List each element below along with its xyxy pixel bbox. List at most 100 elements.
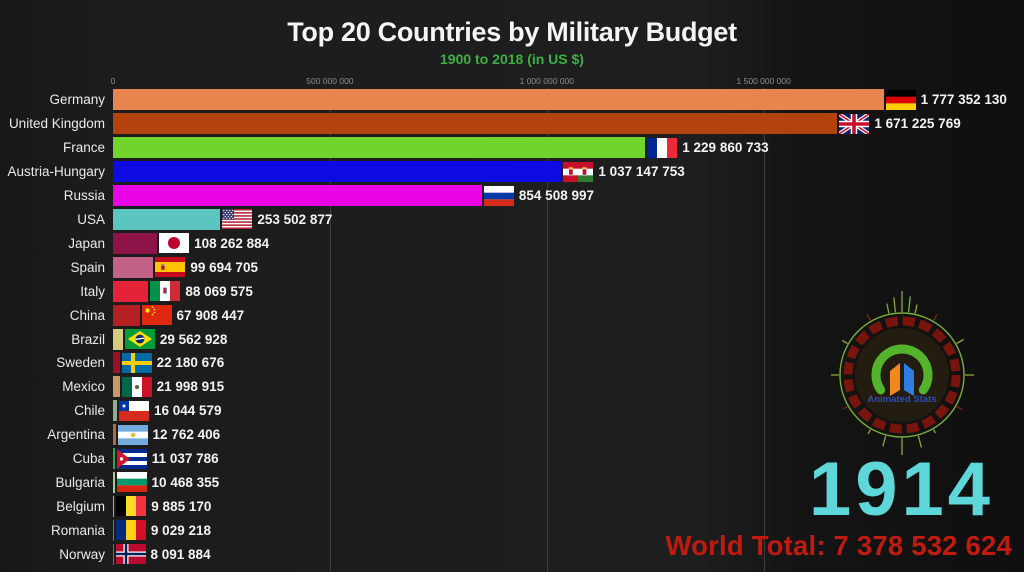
bar-row-norway: Norway 8 091 884 xyxy=(0,542,1024,566)
bar-track: 253 502 877 xyxy=(110,208,1024,230)
bar-row-japan: Japan 108 262 884 xyxy=(0,231,1024,255)
logo-swoosh xyxy=(871,344,933,395)
sweden-flag-icon xyxy=(122,353,152,373)
logo-orange-panel xyxy=(890,363,900,396)
germany-flag-icon xyxy=(886,90,916,110)
bar-track: 8 091 884 xyxy=(110,543,1024,565)
bar-value: 16 044 579 xyxy=(153,403,222,419)
bar-row-sweden: Sweden 22 180 676 xyxy=(0,351,1024,375)
country-label: Argentina xyxy=(47,427,105,443)
bar-track: 9 885 170 xyxy=(110,495,1024,517)
country-label: Brazil xyxy=(71,331,105,347)
bar-value: 1 229 860 733 xyxy=(682,140,769,156)
bar xyxy=(113,424,116,446)
bar-track: 1 229 860 733 xyxy=(110,137,1024,159)
country-label: Austria-Hungary xyxy=(7,164,105,180)
bar xyxy=(113,519,114,541)
bar-value: 67 908 447 xyxy=(176,307,245,323)
chile-flag-icon xyxy=(119,401,149,421)
axis-tick-label: 0 xyxy=(110,76,116,86)
italy-flag-icon xyxy=(150,281,180,301)
bar-row-russia: Russia 854 508 997 xyxy=(0,184,1024,208)
bar xyxy=(113,543,114,565)
bar-row-austria-hungary: Austria-Hungary 1 037 147 753 xyxy=(0,160,1024,184)
bar-track: 99 694 705 xyxy=(110,256,1024,278)
romania-flag-icon xyxy=(116,520,146,540)
bar-row-usa: USA 253 502 877 xyxy=(0,208,1024,232)
bar-value: 21 998 915 xyxy=(156,379,225,395)
bar-row-argentina: Argentina 12 762 406 xyxy=(0,423,1024,447)
bar xyxy=(113,185,482,207)
bar xyxy=(113,400,117,422)
bar-value: 1 671 225 769 xyxy=(874,116,961,132)
bar-value: 8 091 884 xyxy=(150,546,211,562)
world-total: World Total: 7 378 532 624 xyxy=(665,530,1012,561)
bar xyxy=(113,376,120,398)
bar-track: 16 044 579 xyxy=(110,400,1024,422)
bar-value: 12 762 406 xyxy=(152,427,221,443)
chart-subtitle: 1900 to 2018 (in US $) xyxy=(440,51,584,67)
animated-stats-logo: Animated Stats xyxy=(831,291,974,455)
bar-row-cuba: Cuba 11 037 786 xyxy=(0,447,1024,471)
bar xyxy=(113,328,123,350)
axis-tick-label: 1 000 000 000 xyxy=(519,76,574,86)
bar xyxy=(113,448,115,470)
logo-spikes-decoration xyxy=(831,291,974,455)
bar xyxy=(113,352,120,374)
country-label: USA xyxy=(77,211,105,227)
country-label: Belgium xyxy=(56,498,105,514)
bar-value: 9 885 170 xyxy=(151,498,212,514)
bar xyxy=(113,304,140,326)
bar-rows: Germany 1 777 352 130 United Kingdom 1 671 … xyxy=(0,88,1024,566)
belgium-flag-icon xyxy=(116,496,146,516)
watermark-text: Animated Stats xyxy=(867,394,936,405)
bulgaria-flag-icon xyxy=(117,472,147,492)
bar-value: 22 180 676 xyxy=(156,355,225,371)
usa-flag-icon xyxy=(222,209,252,229)
norway-flag-icon xyxy=(116,544,146,564)
bar-row-germany: Germany 1 777 352 130 xyxy=(0,88,1024,112)
bar xyxy=(113,256,154,278)
japan-flag-icon xyxy=(159,233,189,253)
bar-track: 9 029 218 xyxy=(110,519,1024,541)
brazil-flag-icon xyxy=(125,329,155,349)
bar-row-belgium: Belgium 9 885 170 xyxy=(0,494,1024,518)
country-label: Bulgaria xyxy=(55,474,105,490)
bar-value: 253 502 877 xyxy=(257,211,333,227)
russia-flag-icon xyxy=(484,186,514,206)
bar-value: 99 694 705 xyxy=(190,259,258,275)
country-label: China xyxy=(69,307,105,323)
bar-value: 854 508 997 xyxy=(518,188,594,204)
country-label: Japan xyxy=(68,235,105,251)
united-kingdom-flag-icon xyxy=(839,114,869,134)
bar-row-spain: Spain 99 694 705 xyxy=(0,255,1024,279)
bar-row-italy: Italy 88 069 575 xyxy=(0,279,1024,303)
country-label: Romania xyxy=(50,522,105,538)
bar-value: 11 037 786 xyxy=(151,451,219,467)
bar-row-chile: Chile 16 044 579 xyxy=(0,399,1024,423)
france-flag-icon xyxy=(647,138,677,158)
bar-value: 108 262 884 xyxy=(194,235,270,251)
bar-row-united-kingdom: United Kingdom 1 671 225 769 xyxy=(0,112,1024,136)
country-label: Cuba xyxy=(72,451,105,467)
country-label: Sweden xyxy=(56,355,105,371)
spain-flag-icon xyxy=(155,257,185,277)
bar-row-mexico: Mexico 21 998 915 xyxy=(0,375,1024,399)
year-counter: 1914 xyxy=(808,447,994,532)
axis-tick-label: 500 000 000 xyxy=(306,76,354,86)
bar-value: 1 777 352 130 xyxy=(920,92,1007,108)
bar xyxy=(113,89,884,111)
chart-title: Top 20 Countries by Military Budget xyxy=(287,17,737,47)
bar-track: 1 037 147 753 xyxy=(110,161,1024,183)
bar-track: 108 262 884 xyxy=(110,232,1024,254)
bar xyxy=(113,208,221,230)
bar-track: 854 508 997 xyxy=(110,185,1024,207)
bar-track: 29 562 928 xyxy=(110,328,1024,350)
bar-value: 1 037 147 753 xyxy=(598,164,685,180)
bar-row-france: France 1 229 860 733 xyxy=(0,136,1024,160)
bar xyxy=(113,137,646,159)
bar-row-bulgaria: Bulgaria 10 468 355 xyxy=(0,471,1024,495)
country-label: United Kingdom xyxy=(8,116,105,132)
country-label: France xyxy=(62,140,105,156)
